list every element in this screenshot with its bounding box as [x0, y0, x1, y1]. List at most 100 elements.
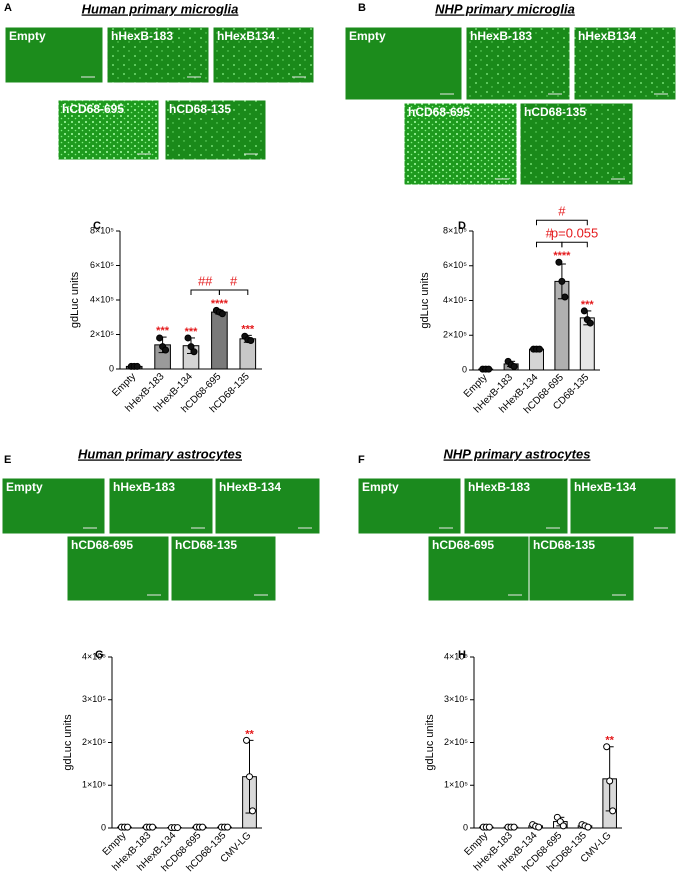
data-point: [555, 258, 563, 266]
panel-letter: F: [358, 454, 365, 466]
significance: **: [605, 735, 614, 747]
image-label: Empty: [9, 29, 46, 43]
panel-letter: A: [4, 2, 12, 14]
image-label: hCD68-135: [524, 105, 586, 119]
micrograph: hCD68-135: [170, 535, 277, 602]
bar: [211, 311, 228, 370]
micrograph-image: [170, 535, 277, 602]
image-label: Empty: [349, 29, 386, 43]
panel-title: Human primary microglia: [82, 1, 239, 16]
data-point: [162, 346, 170, 354]
panel-letter: G: [95, 649, 104, 661]
data-point: [510, 823, 518, 831]
micrograph: hCD68-135: [519, 102, 634, 186]
data-point: [580, 307, 588, 315]
data-point: [246, 773, 253, 781]
micrograph: hHexB-183: [463, 477, 569, 535]
data-point: [156, 334, 164, 342]
bracket-label: #: [558, 204, 566, 219]
data-point: [606, 777, 614, 785]
y-tick-label: 1×10⁵: [444, 780, 468, 790]
data-point: [559, 822, 567, 830]
y-tick-label: 2×10⁵: [82, 737, 106, 747]
bracket: [561, 241, 588, 248]
significance: ****: [211, 298, 229, 310]
panel-title: NHP primary microglia: [435, 1, 575, 16]
bracket-label: ##: [198, 273, 213, 288]
bracket: [536, 219, 588, 226]
data-point: [485, 823, 493, 831]
micrograph: hHexB-134: [214, 477, 321, 535]
data-point: [133, 362, 141, 370]
data-point: [249, 807, 256, 815]
panel-letter: E: [4, 454, 11, 466]
data-point: [584, 823, 592, 831]
data-point: [199, 823, 206, 831]
y-tick-label: 3×10⁵: [82, 694, 106, 704]
micrograph: hHexB-134: [569, 477, 677, 535]
bracket: [190, 289, 220, 296]
data-point: [603, 743, 611, 751]
bracket-label: #: [546, 226, 554, 241]
y-axis-label: gdLuc units: [419, 272, 431, 329]
y-tick-label: 0: [101, 822, 106, 832]
y-tick-label: 8×10⁵: [90, 225, 114, 235]
micrograph-image: [164, 99, 267, 161]
micrograph-image: [57, 99, 160, 161]
significance: ***: [581, 299, 595, 311]
image-label: hHexB-134: [574, 480, 636, 494]
micrograph: hCD68-135: [164, 99, 267, 161]
data-point: [184, 334, 192, 342]
significance: ****: [553, 250, 571, 262]
data-point: [174, 824, 181, 832]
micrograph-image: [403, 102, 518, 186]
y-tick-label: 6×10⁵: [90, 260, 114, 270]
panel-letter: H: [458, 649, 466, 661]
significance: **: [245, 728, 254, 740]
y-tick-label: 2×10⁵: [90, 329, 114, 339]
bracket-label: p=0.055: [551, 226, 598, 241]
significance: ***: [185, 326, 199, 338]
significance: ***: [156, 325, 170, 337]
micrograph-image: [1, 477, 106, 535]
image-label: hHexB-183: [470, 29, 532, 43]
y-axis-label: gdLuc units: [424, 714, 436, 771]
bracket: [536, 241, 563, 248]
micrograph: hCD68-695: [427, 535, 531, 602]
micrograph-image: [344, 26, 463, 101]
image-label: hCD68-135: [175, 538, 237, 552]
significance: ***: [241, 323, 255, 335]
image-label: Empty: [362, 480, 399, 494]
image-label: hCD68-695: [71, 538, 133, 552]
micrograph: Empty: [344, 26, 463, 101]
micrograph-image: [528, 535, 635, 602]
micrograph: hCD68-695: [403, 102, 518, 186]
image-label: hHexB-183: [468, 480, 530, 494]
data-point: [218, 310, 226, 318]
bracket: [218, 289, 249, 296]
panel-letter: D: [458, 220, 466, 232]
y-tick-label: 4×10⁵: [443, 295, 467, 305]
image-label: hCD68-135: [169, 102, 231, 116]
micrograph-image: [573, 26, 677, 101]
image-label: hCD68-695: [432, 538, 494, 552]
y-tick-label: 4×10⁵: [444, 651, 468, 661]
data-point: [586, 319, 594, 327]
y-tick-label: 0: [463, 822, 468, 832]
image-label: hHexB-183: [113, 480, 175, 494]
image-label: hHexB-134: [219, 480, 281, 494]
y-tick-label: 6×10⁵: [443, 260, 467, 270]
y-tick-label: 4×10⁵: [82, 651, 106, 661]
micrograph-image: [465, 26, 571, 101]
bracket-label: #: [230, 273, 238, 288]
data-point: [149, 823, 156, 831]
data-point: [243, 736, 250, 744]
data-point: [485, 365, 493, 373]
micrograph-image: [519, 102, 634, 186]
micrograph: hHexB134: [212, 26, 315, 84]
micrograph: hHexB-183: [108, 477, 214, 535]
y-tick-label: 1×10⁵: [82, 780, 106, 790]
data-point: [510, 363, 518, 371]
micrograph: hCD68-695: [66, 535, 170, 602]
